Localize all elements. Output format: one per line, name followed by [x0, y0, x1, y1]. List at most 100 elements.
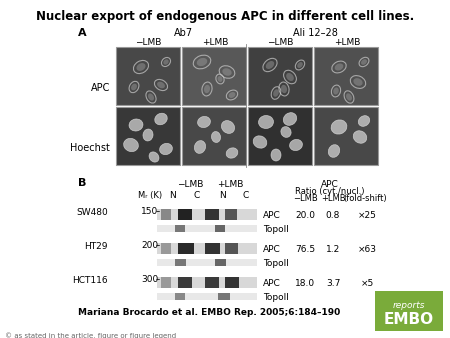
- Text: 150: 150: [141, 208, 158, 217]
- Text: +LMB: +LMB: [321, 194, 345, 203]
- Text: Ab7: Ab7: [173, 28, 193, 38]
- Ellipse shape: [136, 63, 145, 71]
- Ellipse shape: [297, 62, 303, 68]
- Text: Ali 12–28: Ali 12–28: [292, 28, 338, 38]
- Ellipse shape: [131, 83, 137, 90]
- Bar: [157, 259, 257, 266]
- Text: APC: APC: [263, 211, 281, 219]
- Bar: [375, 291, 443, 331]
- Bar: [205, 277, 219, 288]
- Bar: [175, 259, 186, 266]
- Bar: [314, 47, 378, 105]
- Text: ×25: ×25: [358, 211, 377, 219]
- Ellipse shape: [353, 78, 363, 86]
- Ellipse shape: [273, 89, 279, 97]
- Text: 20.0: 20.0: [295, 211, 315, 219]
- Bar: [116, 107, 180, 165]
- Bar: [178, 209, 192, 220]
- Ellipse shape: [253, 136, 267, 148]
- Ellipse shape: [333, 88, 339, 95]
- Text: A: A: [78, 28, 86, 38]
- Bar: [205, 243, 220, 254]
- Bar: [157, 277, 257, 288]
- Bar: [215, 225, 225, 232]
- Bar: [248, 107, 312, 165]
- Bar: [116, 47, 180, 105]
- Text: 1.2: 1.2: [326, 244, 340, 254]
- Text: −LMB: −LMB: [292, 194, 317, 203]
- Bar: [175, 293, 185, 300]
- Bar: [178, 243, 194, 254]
- Text: −LMB: −LMB: [135, 38, 161, 47]
- Text: © as stated in the article, figure or figure legend: © as stated in the article, figure or fi…: [5, 332, 176, 338]
- Ellipse shape: [266, 61, 274, 69]
- Ellipse shape: [286, 73, 294, 81]
- Ellipse shape: [358, 116, 370, 126]
- Text: TopoII: TopoII: [263, 224, 289, 234]
- Text: 18.0: 18.0: [295, 279, 315, 288]
- Bar: [225, 277, 239, 288]
- Text: APC: APC: [321, 180, 339, 189]
- Text: ×5: ×5: [360, 279, 374, 288]
- Ellipse shape: [331, 120, 347, 134]
- Ellipse shape: [281, 127, 291, 137]
- Text: B: B: [78, 178, 86, 188]
- Bar: [161, 277, 171, 288]
- Text: −LMB: −LMB: [177, 180, 203, 189]
- Text: 0.8: 0.8: [326, 211, 340, 219]
- Text: Nuclear export of endogenous APC in different cell lines.: Nuclear export of endogenous APC in diff…: [36, 10, 414, 23]
- Text: 300: 300: [141, 275, 158, 285]
- Ellipse shape: [160, 143, 172, 154]
- Ellipse shape: [284, 113, 297, 125]
- Text: APC: APC: [263, 279, 281, 288]
- Text: HCT116: HCT116: [72, 276, 108, 285]
- Text: +LMB: +LMB: [217, 180, 243, 189]
- Ellipse shape: [212, 131, 220, 143]
- Ellipse shape: [335, 64, 343, 71]
- Ellipse shape: [229, 92, 235, 98]
- Text: TopoII: TopoII: [263, 259, 289, 267]
- Text: Ratio (cyt./nucl.): Ratio (cyt./nucl.): [295, 187, 365, 196]
- Text: reports: reports: [393, 300, 425, 310]
- Text: ×63: ×63: [357, 244, 377, 254]
- Bar: [248, 47, 312, 105]
- Text: C: C: [243, 191, 249, 200]
- Ellipse shape: [222, 68, 232, 76]
- Ellipse shape: [197, 58, 207, 66]
- Ellipse shape: [346, 93, 352, 101]
- Text: 76.5: 76.5: [295, 244, 315, 254]
- Ellipse shape: [361, 59, 367, 65]
- Text: +LMB: +LMB: [202, 38, 228, 47]
- Ellipse shape: [157, 82, 165, 88]
- Bar: [157, 293, 257, 300]
- Ellipse shape: [124, 138, 139, 152]
- Ellipse shape: [129, 119, 143, 131]
- Bar: [314, 107, 378, 165]
- Bar: [157, 243, 257, 254]
- Text: APC: APC: [263, 244, 281, 254]
- Text: APC: APC: [90, 83, 110, 93]
- Ellipse shape: [226, 148, 238, 158]
- Ellipse shape: [198, 116, 211, 127]
- Bar: [182, 107, 246, 165]
- Text: TopoII: TopoII: [263, 292, 289, 301]
- Text: –: –: [156, 241, 160, 250]
- Ellipse shape: [328, 145, 340, 157]
- Text: HT29: HT29: [85, 242, 108, 251]
- Text: EMBO: EMBO: [384, 312, 434, 327]
- Ellipse shape: [163, 59, 169, 65]
- Bar: [175, 225, 185, 232]
- Ellipse shape: [271, 149, 281, 161]
- Ellipse shape: [149, 152, 159, 162]
- Ellipse shape: [281, 85, 287, 93]
- Text: SW480: SW480: [76, 208, 108, 217]
- Text: 3.7: 3.7: [326, 279, 340, 288]
- Text: Mᵣ (K): Mᵣ (K): [138, 191, 162, 200]
- Ellipse shape: [217, 76, 222, 82]
- Bar: [225, 243, 238, 254]
- Bar: [215, 259, 226, 266]
- Text: N: N: [219, 191, 225, 200]
- Ellipse shape: [353, 131, 367, 143]
- Text: N: N: [169, 191, 176, 200]
- Ellipse shape: [148, 93, 154, 101]
